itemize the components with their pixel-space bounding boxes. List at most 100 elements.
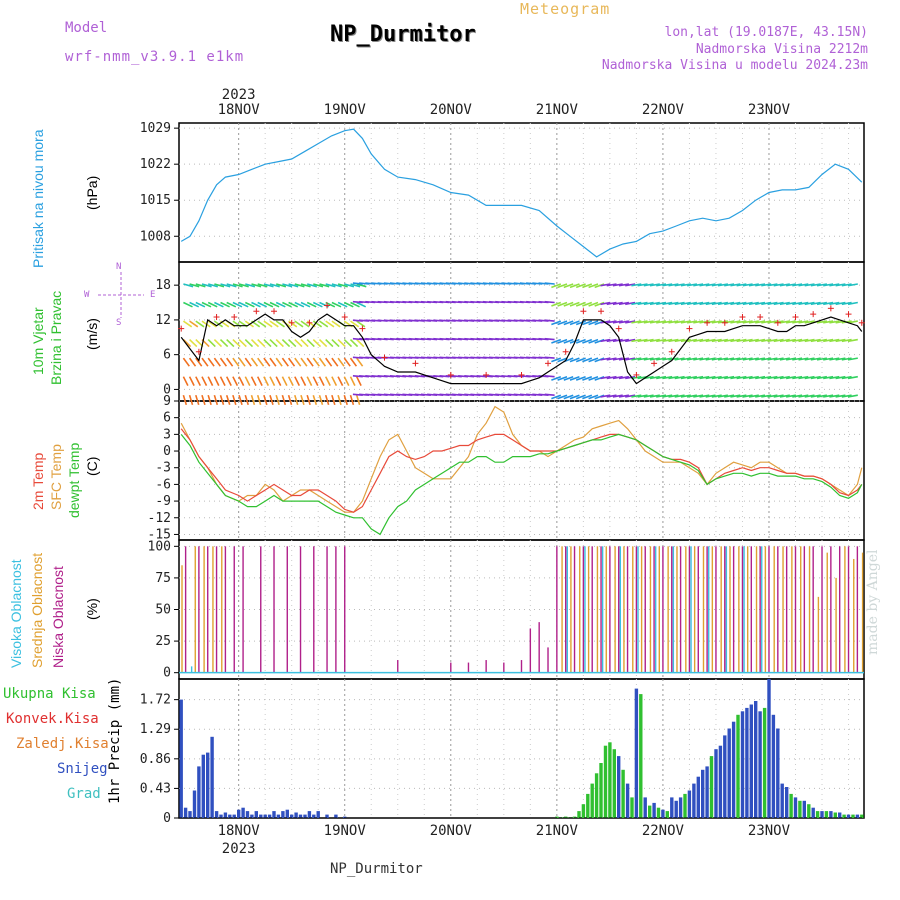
precip-bar [696, 776, 700, 818]
wind-barb [686, 301, 698, 306]
wind-barb [625, 394, 636, 398]
wind-barb [748, 301, 759, 306]
wind-barb [319, 283, 330, 288]
wind-barb [742, 320, 753, 324]
wind-barb [748, 338, 759, 343]
wind-barb [693, 357, 704, 361]
wind-barb [804, 394, 815, 398]
wind-barb [816, 301, 828, 306]
y-tick-label: 25 [155, 634, 171, 649]
precip-bar [855, 814, 860, 818]
wind-barb [269, 394, 274, 406]
precip-bar [232, 814, 236, 818]
wind-barb [575, 375, 586, 381]
precip-bar [555, 816, 559, 818]
wind-barb [717, 301, 729, 306]
wind-barb [625, 283, 636, 287]
y-tick-label: 1.29 [140, 722, 171, 737]
wind-barb [306, 376, 313, 386]
wind-barb [606, 338, 617, 343]
wind-barb [792, 357, 803, 361]
wind-barb [724, 338, 735, 343]
wind-barb [847, 283, 858, 287]
wind-barb [244, 339, 254, 348]
wind-barb [730, 375, 741, 380]
precip-bar [603, 745, 608, 818]
y-tick-label: 18 [155, 278, 171, 293]
precip-bar [228, 814, 232, 818]
wind-barb [189, 320, 199, 328]
wind-barb [816, 338, 828, 343]
wind-barb [287, 376, 294, 386]
precip-bar [179, 699, 183, 818]
precip-bar [701, 769, 705, 818]
wind-barb [355, 394, 361, 406]
wind-barb [294, 283, 305, 288]
wind-barb [841, 301, 852, 306]
y-tick-label: 9 [163, 394, 171, 409]
wind-barb [588, 338, 599, 344]
wind-barb [730, 394, 741, 398]
wind-barb [761, 357, 772, 361]
wind-barb [300, 301, 311, 308]
panel-frame-pressure [178, 122, 865, 263]
wind-barb [269, 283, 280, 288]
wind-barb [350, 301, 360, 308]
wind-barb [294, 376, 301, 386]
wind-barb [551, 338, 562, 344]
year-label-top: 2023 [222, 87, 256, 103]
wind-barb [275, 394, 280, 406]
precip-bar [683, 793, 687, 818]
wind-barb [674, 320, 685, 324]
wind-barb [557, 338, 568, 344]
wind-barb [798, 394, 809, 398]
wind-barb [588, 357, 599, 363]
wind-barb [767, 283, 778, 287]
wind-barb [674, 375, 685, 380]
precip-bar [192, 790, 197, 818]
wind-barb [575, 338, 586, 344]
wind-barb [779, 301, 790, 306]
wind-barb [256, 376, 263, 386]
wind-barb [544, 319, 555, 322]
wind-barb [693, 394, 704, 398]
wind-barb [300, 320, 310, 328]
wind-barb [705, 375, 716, 380]
wind-barb [649, 301, 660, 306]
wind-barb [582, 375, 593, 381]
wind-barb [557, 301, 568, 307]
wind-barb [250, 394, 256, 406]
wind-barb [631, 283, 642, 287]
wind-barb [798, 283, 809, 287]
y-tick-label: 12 [155, 313, 171, 328]
wind-barb [312, 357, 320, 367]
wind-barb [823, 357, 834, 361]
y-tick-label: -15 [148, 527, 171, 542]
wind-barb [281, 394, 287, 406]
precip-bar [709, 756, 714, 818]
wind-barb [557, 375, 568, 381]
dewpt-temp-line [180, 433, 863, 536]
sfc-temp-line [180, 405, 863, 513]
wind-barb [668, 394, 679, 398]
wind-barb [699, 283, 710, 287]
wind-barb [331, 394, 336, 406]
wind-barb [281, 339, 291, 348]
y-tick-label: 0 [163, 666, 171, 681]
wind-barb [544, 375, 555, 378]
wind-barb [792, 301, 803, 306]
wind-barb [300, 357, 308, 367]
x-tick-label-top: 22NOV [642, 102, 685, 118]
wind-barb [804, 301, 815, 306]
precip-bar [749, 704, 753, 818]
wind-barb [699, 375, 710, 380]
wind-barb [582, 301, 593, 307]
wind-barb [582, 283, 593, 289]
precip-bar [639, 694, 643, 818]
wind-barb [810, 283, 821, 287]
wind-barb [294, 339, 303, 348]
wind-barb [337, 283, 348, 288]
wind-barb [686, 357, 698, 361]
wind-barb [761, 394, 772, 398]
wind-barb [724, 357, 735, 361]
